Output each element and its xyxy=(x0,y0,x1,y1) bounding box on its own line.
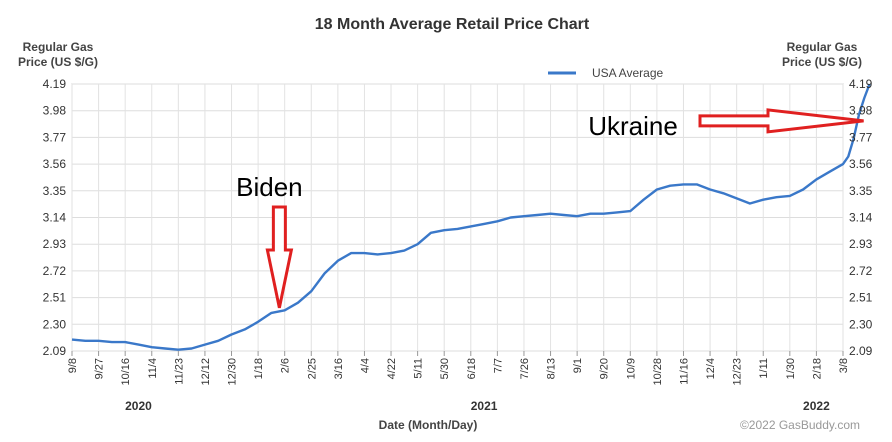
grid xyxy=(71,83,844,352)
x-axis-title: Date (Month/Day) xyxy=(379,418,478,432)
credit-text: ©2022 GasBuddy.com xyxy=(740,418,860,432)
y-tick-label-right: 2.51 xyxy=(849,291,873,305)
x-tick-label: 7/26 xyxy=(519,358,531,379)
y-tick-label-right: 4.19 xyxy=(849,77,873,91)
x-tick-label: 2/18 xyxy=(811,358,823,379)
x-tick-label: 12/23 xyxy=(732,358,744,386)
y-tick-label-right: 3.56 xyxy=(849,157,873,171)
y-tick-label-left: 3.35 xyxy=(43,184,67,198)
x-tick-label: 9/8 xyxy=(67,358,79,373)
series-layer xyxy=(71,83,871,351)
series-line-usa-average xyxy=(71,83,871,351)
y-tick-label-left: 2.72 xyxy=(43,264,67,278)
year-label: 2021 xyxy=(471,399,498,413)
x-tick-label: 2/25 xyxy=(306,358,318,379)
x-tick-label: 11/16 xyxy=(678,358,690,385)
legend: USA Average xyxy=(548,66,663,80)
y-tick-label-left: 3.56 xyxy=(43,157,67,171)
x-tick-label: 3/8 xyxy=(838,358,850,373)
chart-title: 18 Month Average Retail Price Chart xyxy=(315,16,590,33)
x-tick-label: 11/23 xyxy=(173,358,185,385)
x-tick-label: 12/12 xyxy=(200,358,212,386)
annotation-label: Ukraine xyxy=(588,111,678,141)
y-tick-label-right: 3.77 xyxy=(849,130,873,144)
x-tick-label: 1/30 xyxy=(785,358,797,379)
y-tick-label-right: 2.09 xyxy=(849,344,873,358)
annotations: Biden Ukraine xyxy=(236,108,864,309)
left-axis-title-line1: Regular Gas xyxy=(23,40,94,54)
year-label: 2022 xyxy=(803,399,830,413)
annotation-label: Biden xyxy=(236,172,303,202)
x-tick-label: 4/22 xyxy=(386,358,398,379)
x-tick-label: 10/16 xyxy=(120,358,132,386)
x-tick-label: 1/18 xyxy=(253,358,265,379)
x-tick-label: 5/11 xyxy=(413,358,425,379)
x-tick-label: 2/6 xyxy=(280,358,292,373)
right-axis-title-line1: Regular Gas xyxy=(787,40,858,54)
x-tick-label: 9/27 xyxy=(94,358,106,379)
x-tick-label: 5/30 xyxy=(439,358,451,379)
y-tick-label-left: 4.19 xyxy=(43,77,67,91)
x-tick-label: 10/9 xyxy=(625,358,637,379)
y-tick-label-left: 2.30 xyxy=(43,317,67,331)
x-tick-label: 3/16 xyxy=(333,358,345,379)
y-tick-label-right: 2.72 xyxy=(849,264,873,278)
x-tick-label: 1/11 xyxy=(758,358,770,379)
x-tick-label: 10/28 xyxy=(652,358,664,386)
y-tick-label-right: 3.14 xyxy=(849,211,873,225)
axes: 4.19 4.19 3.98 3.98 3.77 3.77 3.56 3.56 3.35 3.35… xyxy=(43,77,873,413)
annotation-arrow-right xyxy=(698,108,864,134)
y-tick-label-left: 3.77 xyxy=(43,130,67,144)
y-tick-label-left: 2.93 xyxy=(43,237,67,251)
y-tick-label-right: 2.93 xyxy=(849,237,873,251)
x-tick-label: 4/4 xyxy=(359,358,371,373)
x-tick-label: 7/7 xyxy=(492,358,504,373)
x-tick-label: 12/4 xyxy=(705,358,717,379)
annotation-arrow-down xyxy=(265,205,294,309)
x-tick-label: 11/4 xyxy=(147,358,159,379)
x-tick-label: 9/20 xyxy=(599,358,611,379)
x-tick-label: 6/18 xyxy=(466,358,478,379)
y-tick-label-right: 3.35 xyxy=(849,184,873,198)
legend-label: USA Average xyxy=(592,66,663,80)
y-tick-label-right: 2.30 xyxy=(849,317,873,331)
x-tick-label: 12/30 xyxy=(227,358,239,386)
y-tick-label-right: 3.98 xyxy=(849,104,873,118)
left-axis-title-line2: Price (US $/G) xyxy=(18,55,98,69)
x-tick-label: 8/13 xyxy=(546,358,558,379)
y-tick-label-left: 2.51 xyxy=(43,291,67,305)
x-tick-label: 9/1 xyxy=(572,358,584,373)
y-tick-label-left: 3.14 xyxy=(43,211,67,225)
y-tick-label-left: 3.98 xyxy=(43,104,67,118)
right-axis-title-line2: Price (US $/G) xyxy=(782,55,862,69)
year-label: 2020 xyxy=(125,399,152,413)
y-tick-label-left: 2.09 xyxy=(43,344,67,358)
